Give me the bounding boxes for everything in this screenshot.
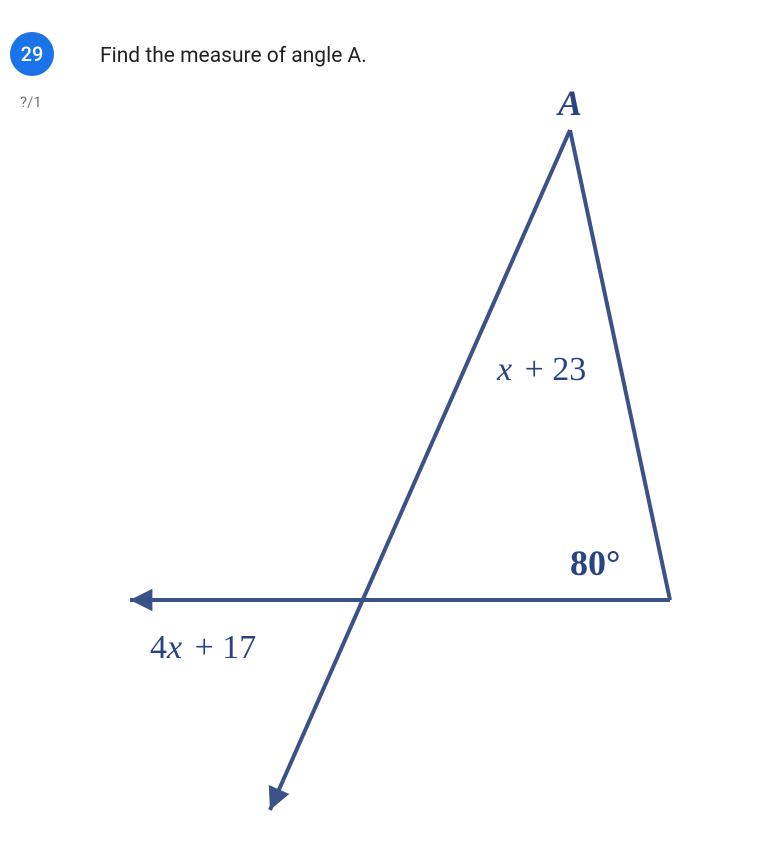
vertex-a-label: A: [556, 83, 582, 123]
interior-angle-x: x: [496, 351, 512, 388]
question-number: 29: [21, 42, 44, 66]
arrowhead-base-extension: [130, 589, 152, 611]
exterior-angle-x: x: [166, 629, 182, 666]
svg-text:4x + 17: 4x + 17: [150, 629, 256, 666]
question-number-badge: 29: [10, 32, 54, 76]
side-apex-through-base-left: [270, 130, 570, 810]
exterior-angle-4: 4: [150, 629, 167, 666]
svg-text:x + 23: x + 23: [496, 351, 586, 388]
base-right-angle-label: 80°: [570, 543, 620, 583]
triangle-figure: [130, 130, 670, 810]
question-prompt: Find the measure of angle A.: [100, 44, 367, 68]
question-points: ?/1: [20, 93, 42, 111]
geometry-diagram: A x + 23 80° 4x + 17: [100, 80, 720, 840]
interior-angle-label: x + 23: [496, 351, 586, 388]
exterior-angle-label: 4x + 17: [150, 629, 256, 666]
